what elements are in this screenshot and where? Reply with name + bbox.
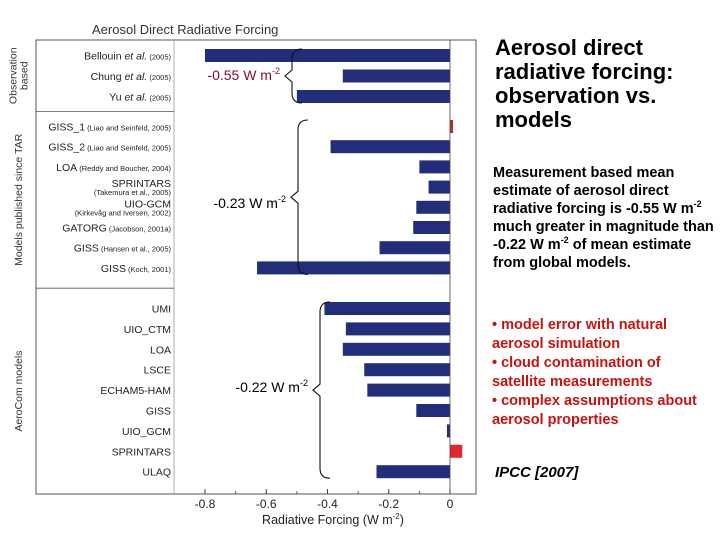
bar-2-0 xyxy=(324,302,450,315)
bar-1-1 xyxy=(330,140,450,154)
x-axis-label: Radiative Forcing (W m-2) xyxy=(262,512,404,527)
plot-area: Bellouin et al. (2005) Chung et al. (2005… xyxy=(8,39,477,527)
row-label: Chung et al. (2005) xyxy=(91,71,172,83)
plot-frame xyxy=(35,39,477,495)
row-label: UIO_GCM xyxy=(122,426,171,438)
bar-2-1 xyxy=(345,322,450,336)
row-label: GATORG (Jacobson, 2001a) xyxy=(62,223,171,235)
desc-text-3: of mean estimate from global models. xyxy=(493,237,692,271)
side-description: Measurement based mean estimate of aeros… xyxy=(493,164,715,272)
row-label: Yu et al. (2005) xyxy=(109,92,171,104)
bar-1-7 xyxy=(257,261,450,275)
row-label: SPRINTARS xyxy=(112,178,171,190)
row-label: LOA xyxy=(150,344,171,356)
bar-2-8 xyxy=(376,465,450,479)
group-bracket xyxy=(312,301,331,479)
bar-2-4 xyxy=(367,383,450,397)
bar-1-5 xyxy=(413,221,450,234)
group-mean-label: -0.55 W m-2 xyxy=(207,66,280,83)
side-title: Aerosol direct radiative forcing: observ… xyxy=(495,35,674,132)
desc-exp-2: -2 xyxy=(560,235,569,246)
row-label: UMI xyxy=(152,304,171,316)
x-tick-label: -0.8 xyxy=(195,497,216,511)
row-label: ULAQ xyxy=(142,467,171,479)
row-label: LSCE xyxy=(144,365,171,377)
group-label: based xyxy=(19,61,31,90)
row-label: UIO_CTM xyxy=(124,324,171,336)
row-label-citation: (Kirkevåg and Iversen, 2002) xyxy=(75,208,172,217)
row-label: UIO-GCM xyxy=(124,198,171,210)
radiative-forcing-chart: Aerosol Direct Radiative Forcing Belloui… xyxy=(8,22,477,527)
bar-0-0 xyxy=(205,49,450,62)
x-tick-label: 0 xyxy=(447,497,454,511)
bar-1-6 xyxy=(379,241,450,255)
x-tick-label: -0.6 xyxy=(256,497,277,511)
row-label-citation: (Takemura et al., 2005) xyxy=(94,188,172,197)
bullet-item: • complex assumptions about aerosol prop… xyxy=(492,393,697,428)
bar-1-3 xyxy=(428,180,450,194)
chart-title: Aerosol Direct Radiative Forcing xyxy=(92,22,278,37)
bar-2-7 xyxy=(450,444,463,458)
bullet-item: • cloud contamination of satellite measu… xyxy=(492,355,661,390)
x-tick-label: -0.2 xyxy=(378,497,399,511)
group-bracket xyxy=(290,119,309,275)
group-label: Observation xyxy=(8,47,20,104)
group-mean-label: -0.23 W m-2 xyxy=(213,194,286,211)
group-mean-label: -0.22 W m-2 xyxy=(235,378,308,395)
bullet-item: • model error with natural aerosol simul… xyxy=(492,317,668,352)
bullet-list: • model error with natural aerosol simul… xyxy=(492,316,718,430)
reference: IPCC [2007] xyxy=(495,464,579,481)
x-tick-label: -0.4 xyxy=(317,497,338,511)
bar-0-2 xyxy=(296,90,450,103)
group-label: Models published since TAR xyxy=(13,133,25,266)
row-label: ECHAM5-HAM xyxy=(100,385,171,397)
bar-1-2 xyxy=(419,160,450,174)
bar-1-4 xyxy=(416,200,450,214)
bar-2-6 xyxy=(446,424,450,438)
desc-text-1: Measurement based mean estimate of aeros… xyxy=(493,165,694,217)
group-label: AeroCom models xyxy=(13,351,25,432)
bar-0-1 xyxy=(342,69,450,83)
row-label: GISS (Koch, 2001) xyxy=(101,263,172,275)
desc-text-2: much greater in magnitude than -0.22 W m xyxy=(493,219,714,253)
row-label: GISS_1 (Liao and Seinfeld, 2005) xyxy=(48,122,171,134)
bar-2-2 xyxy=(342,342,450,356)
group-bracket xyxy=(284,48,303,104)
row-label: GISS xyxy=(146,406,171,418)
bar-2-3 xyxy=(364,363,450,377)
row-label: GISS_2 (Liao and Seinfeld, 2005) xyxy=(48,142,171,154)
row-label: SPRINTARS xyxy=(112,446,171,458)
row-label: GISS (Hansen et al., 2005) xyxy=(74,243,172,255)
bar-2-5 xyxy=(416,404,450,417)
row-label: Bellouin et al. (2005) xyxy=(84,51,171,63)
row-label: LOA (Reddy and Boucher, 2004) xyxy=(56,162,171,174)
bar-1-0 xyxy=(450,120,454,133)
desc-exp-1: -2 xyxy=(693,199,702,210)
